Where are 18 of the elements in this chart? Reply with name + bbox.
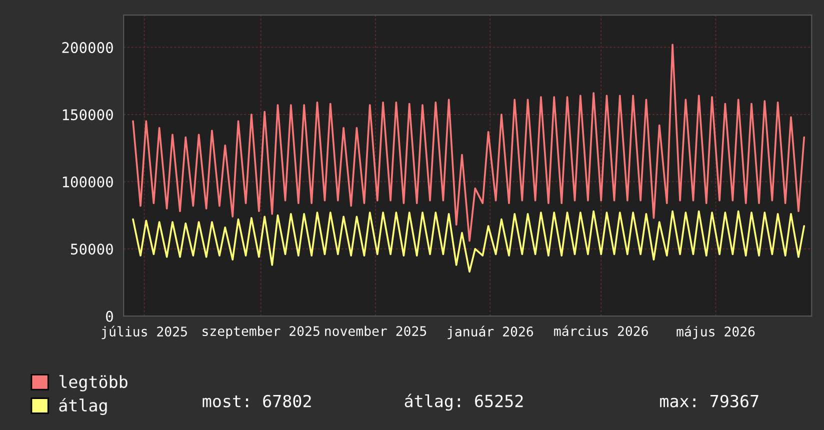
legend-label: legtöbb [59, 375, 128, 392]
text: max: 79367 [660, 394, 758, 408]
x-tick-label: január 2026 [448, 326, 534, 340]
text: átlag: 65252 [404, 394, 523, 411]
line-series [132, 210, 806, 273]
x-tick-label: november 2025 [325, 326, 426, 336]
y-tick-label: 200000 [62, 42, 113, 54]
y-tick-label: 0 [106, 310, 113, 322]
x-tick-label: július 2025 [102, 326, 187, 340]
x-tick-label: május 2026 [676, 326, 755, 340]
text: most: 67802 [202, 394, 311, 408]
y-tick-label: 100000 [62, 176, 113, 188]
y-tick-label: 150000 [62, 109, 113, 120]
x-tick-label: március 2026 [554, 325, 648, 336]
x-tick-label: szeptember 2025 [202, 326, 320, 339]
y-tick-label: 50000 [71, 244, 113, 255]
legend-label: átlag [59, 398, 107, 415]
line-series [132, 44, 806, 242]
